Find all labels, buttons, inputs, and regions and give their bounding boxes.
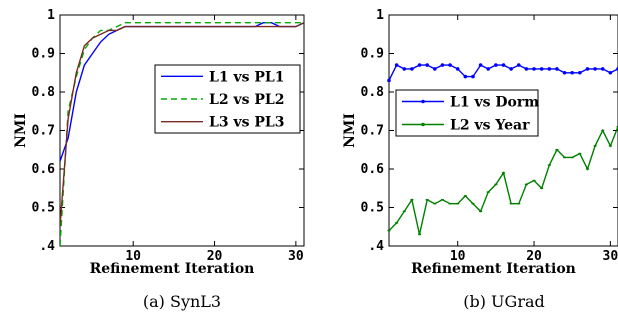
series-point [524,67,529,71]
y-tick-label: 0.5 [361,201,384,216]
series-point [387,78,391,83]
y-axis-label: NMI [342,113,358,148]
series-point [433,67,437,71]
legend-label: L2 vs PL2 [209,92,284,108]
y-tick-label: 0.5 [32,201,55,216]
y-tick-label: .4 [368,239,384,254]
series-point [455,67,460,71]
x-tick-label: 20 [526,249,542,264]
legend-label: L1 vs Dorm [450,95,539,111]
y-tick-label: 0.7 [361,124,384,139]
series-point [402,67,407,71]
series-point [532,67,536,71]
series-point [494,63,498,67]
legend-label: L3 vs PL3 [209,115,284,131]
series-point [410,67,414,71]
legend-marker [421,122,425,127]
y-tick-label: 0.9 [32,47,55,62]
series-point [539,67,544,71]
y-tick-label: 0.7 [32,124,55,139]
chart-synl3: .4 0.5 0.6 0.7 0.8 0.9 1 10 20 30 Refinement Itera… [13,8,305,311]
y-tick-label: .4 [39,239,55,254]
chart-ugrad: .4 0.5 0.6 0.7 0.8 0.9 1 10 20 30 Refinement Itera… [342,8,618,311]
y-axis-label: NMI [13,113,29,148]
series-point [562,70,567,75]
series-point [463,74,468,79]
subfigure-caption: (a) SynL3 [143,292,221,311]
x-tick-label: 20 [207,249,223,264]
y-tick-label: 0.6 [361,162,385,177]
series-line-3 [60,22,304,227]
series-point [570,70,574,75]
series-point [425,63,429,67]
series-point [608,70,613,75]
y-tick-label: 1 [376,8,384,23]
y-tick-label: 0.8 [361,85,385,100]
series-point [600,67,605,71]
series-point [448,63,452,67]
y-tick-label: 0.6 [32,162,56,177]
series-point [394,63,399,67]
series-point [486,67,491,71]
series-point [417,63,422,67]
x-tick-label: 10 [450,249,466,264]
series-point [555,67,559,71]
series-line-2 [389,126,618,235]
legend-label: L2 vs Year [450,118,530,134]
series-point [478,63,483,67]
series-point [516,63,521,67]
series-point [509,67,513,71]
series-point [501,63,506,67]
series-line-2 [60,22,304,246]
series-point [578,70,582,75]
y-tick-label: 0.8 [32,85,56,100]
legend-marker [421,99,425,104]
series-point [547,67,552,71]
x-axis-label: Refinement Iteration [90,261,255,277]
x-axis-label: Refinement Iteration [411,261,576,277]
series-point [585,67,590,71]
y-tick-label: 0.9 [361,47,384,62]
subfigure-caption: (b) UGrad [463,292,545,311]
series-point [440,63,445,67]
x-tick-label: 10 [125,249,141,264]
y-tick-label: 1 [47,8,55,23]
legend-label: L1 vs PL1 [209,69,284,85]
series-point [471,74,475,79]
series-point [593,67,597,71]
x-tick-label: 30 [288,249,304,264]
x-tick-label: 30 [603,249,618,264]
legend-box [395,89,539,137]
series-line-1 [389,64,618,81]
